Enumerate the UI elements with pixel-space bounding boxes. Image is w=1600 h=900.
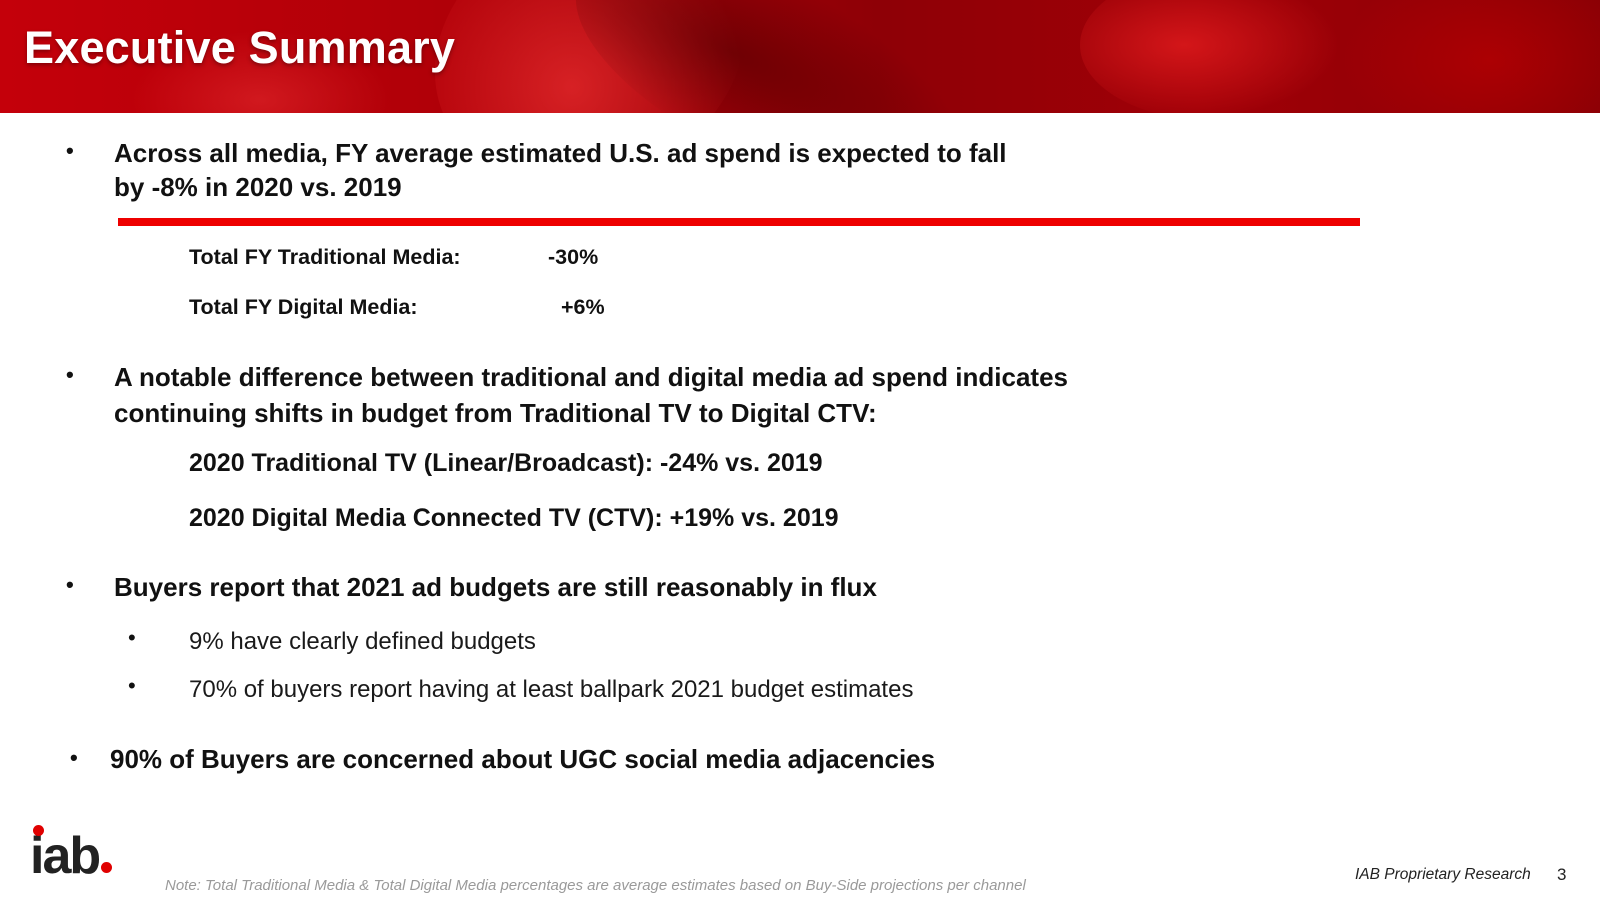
research-label: IAB Proprietary Research — [1355, 865, 1531, 883]
logo-dot-icon — [33, 825, 44, 836]
bullet-icon: • — [66, 572, 74, 597]
banner-decoration — [1340, 0, 1600, 113]
list-item: 9% have clearly defined budgets — [189, 628, 536, 655]
iab-logo: iab — [30, 825, 113, 885]
red-divider — [118, 218, 1360, 226]
page-title: Executive Summary — [24, 22, 456, 73]
bullet-icon: • — [66, 362, 74, 387]
traditional-tv-stat: 2020 Traditional TV (Linear/Broadcast): … — [189, 449, 823, 477]
section2-heading-line1: A notable difference between traditional… — [114, 362, 1068, 392]
ctv-stat: 2020 Digital Media Connected TV (CTV): +… — [189, 504, 839, 532]
section2-heading-line2: continuing shifts in budget from Traditi… — [114, 398, 877, 428]
page-number: 3 — [1557, 865, 1567, 884]
section1-heading-line1: Across all media, FY average estimated U… — [114, 138, 1007, 168]
list-item: 70% of buyers report having at least bal… — [189, 676, 914, 703]
bullet-icon: • — [70, 745, 78, 770]
section4-heading: 90% of Buyers are concerned about UGC so… — [110, 744, 936, 774]
digital-media-label: Total FY Digital Media: — [189, 295, 418, 319]
logo-wordmark: iab — [30, 825, 101, 885]
footnote: Note: Total Traditional Media & Total Di… — [165, 877, 1026, 894]
bullet-icon: • — [66, 138, 74, 163]
traditional-media-value: -30% — [548, 245, 599, 269]
section1-heading-line2: by -8% in 2020 vs. 2019 — [114, 172, 402, 202]
banner-decoration — [1080, 0, 1340, 113]
sub-bullet-icon: • — [128, 625, 136, 650]
traditional-media-label: Total FY Traditional Media: — [189, 245, 461, 269]
logo-period-icon — [101, 862, 113, 873]
sub-bullet-icon: • — [128, 673, 136, 698]
section3-heading: Buyers report that 2021 ad budgets are s… — [114, 572, 877, 602]
digital-media-value: +6% — [561, 295, 605, 319]
header-banner: Executive Summary — [0, 0, 1600, 113]
